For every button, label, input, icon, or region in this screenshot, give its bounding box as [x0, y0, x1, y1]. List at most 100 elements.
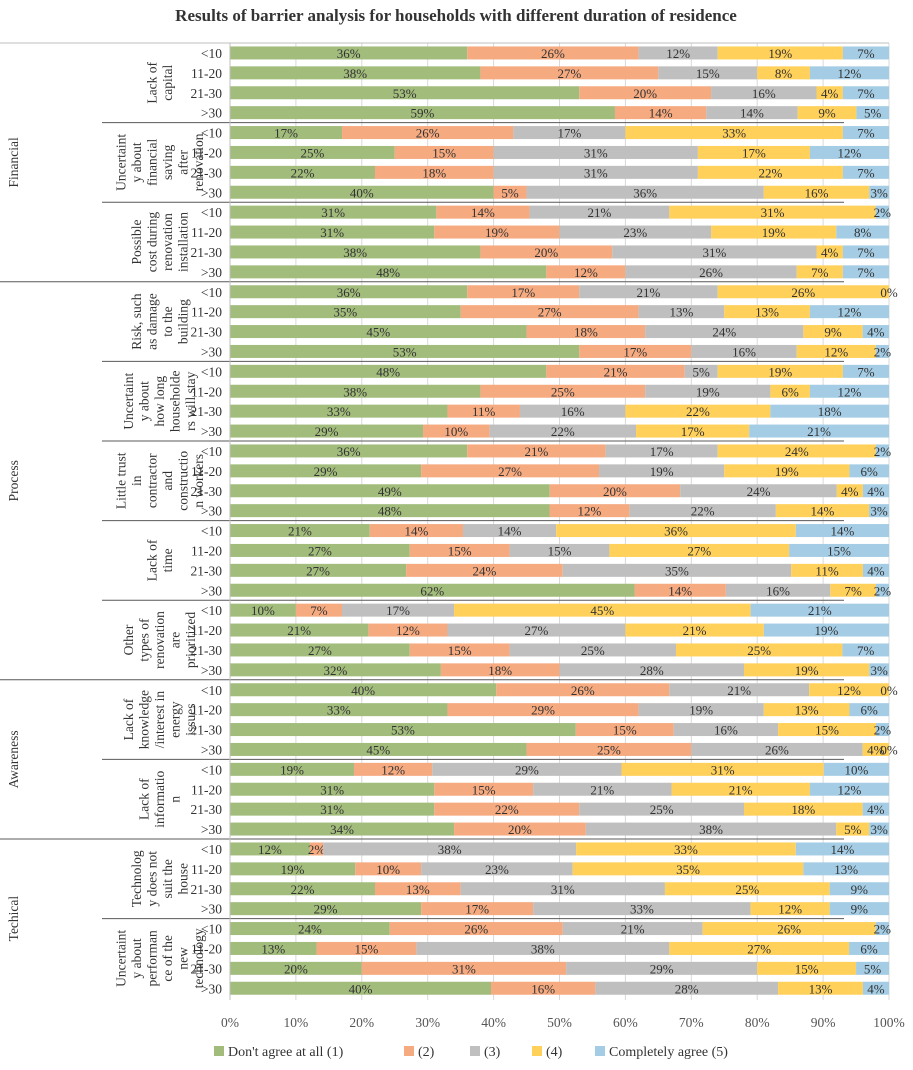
bar-data-label: 17% [511, 285, 535, 300]
bar-segment [842, 245, 889, 259]
bar-segment [230, 842, 310, 856]
bar-data-label: 18% [422, 165, 446, 180]
bar-segment [875, 205, 889, 219]
barrier-label-line: to the [160, 306, 175, 336]
bar-segment [432, 762, 622, 776]
x-tick-label: 10% [284, 1015, 309, 1030]
category-label: >30 [201, 185, 222, 200]
bar-data-label: 10% [844, 762, 868, 777]
barrier-label-line: time [160, 548, 175, 572]
bar-data-label: 12% [381, 762, 405, 777]
bar-data-label: 12% [778, 902, 802, 917]
bar-segment [717, 285, 889, 299]
bar-data-label: 20% [633, 86, 657, 101]
bar-data-label: 19% [775, 464, 799, 479]
bar-data-label: 12% [396, 623, 420, 638]
bar-data-label: 26% [699, 265, 723, 280]
barrier-label-line: Other [121, 624, 136, 655]
bar-segment [599, 464, 725, 478]
barrier-label-line: renovation [152, 611, 167, 669]
category-label: 11-20 [191, 862, 222, 877]
bar-segment [875, 444, 889, 458]
bar-segment [856, 961, 889, 975]
bar-data-label: 12% [258, 842, 282, 857]
barrier-label-line: house [175, 863, 190, 895]
bar-data-label: 15% [448, 543, 472, 558]
bar-data-label: 21% [288, 524, 312, 539]
bar-data-label: 17% [650, 444, 674, 459]
bar-segment [230, 762, 354, 776]
bar-data-label: 22% [291, 165, 315, 180]
bar-data-label: 21% [729, 782, 753, 797]
bar-segment [579, 285, 718, 299]
bar-data-label: 22% [291, 882, 315, 897]
bar-data-label: 24% [473, 563, 497, 578]
bar-segment [803, 325, 863, 339]
bar-data-label: 7% [811, 265, 829, 280]
bar-data-label: 4% [867, 325, 885, 340]
bar-data-label: 4% [867, 484, 885, 499]
bar-segment [230, 265, 547, 279]
x-tick-label: 60% [613, 1015, 638, 1030]
bar-data-label: 14% [498, 524, 522, 539]
barrier-label-line: /interest in [152, 691, 167, 749]
chart-title: Results of barrier analysis for househol… [175, 6, 737, 25]
bar-segment [836, 822, 870, 836]
bar-data-label: 21% [807, 424, 831, 439]
category-label: >30 [201, 344, 222, 359]
bar-data-label: 26% [541, 46, 565, 61]
bar-segment [697, 165, 843, 179]
bar-segment [849, 703, 889, 717]
bar-data-label: 13% [795, 703, 819, 718]
bar-segment [869, 504, 889, 518]
bar-segment [625, 623, 764, 637]
bar-data-label: 7% [857, 245, 875, 260]
bar-data-label: 19% [795, 663, 819, 678]
bar-data-label: 14% [404, 524, 428, 539]
bar-segment [789, 543, 889, 557]
bar-segment [625, 265, 797, 279]
bar-segment [374, 882, 461, 896]
bar-data-label: 25% [735, 882, 759, 897]
bar-segment [605, 444, 718, 458]
bar-data-label: 7% [310, 603, 328, 618]
bar-data-label: 19% [280, 762, 304, 777]
bar-segment [368, 623, 448, 637]
bar-data-label: 13% [406, 882, 430, 897]
bar-segment [809, 683, 889, 697]
bar-data-label: 29% [314, 464, 338, 479]
bar-data-label: 16% [714, 723, 738, 738]
bar-segment [609, 543, 790, 557]
bar-data-label: 25% [581, 643, 605, 658]
category-label: 11-20 [191, 305, 222, 320]
bar-data-label: 5% [693, 364, 711, 379]
bar-segment [529, 205, 670, 219]
bar-segment [447, 703, 639, 717]
bar-data-label: 35% [665, 563, 689, 578]
bar-segment [421, 862, 573, 876]
bar-data-label: 19% [768, 46, 792, 61]
bar-data-label: 6% [781, 384, 799, 399]
bar-data-label: 45% [590, 603, 614, 618]
bar-data-label: 21% [637, 285, 661, 300]
category-label: 21-30 [191, 563, 223, 578]
barrier-label-line: rs will stay [183, 371, 198, 430]
bar-segment [750, 902, 830, 916]
bar-data-label: 31% [321, 205, 345, 220]
bar-segment [230, 484, 550, 498]
bar-segment [645, 325, 804, 339]
bar-data-label: 31% [761, 205, 785, 220]
bar-segment [230, 305, 461, 319]
bar-segment [454, 822, 586, 836]
bar-data-label: 38% [531, 941, 555, 956]
bar-data-label: 9% [851, 882, 869, 897]
bar-segment [369, 524, 463, 538]
bar-data-label: 16% [766, 583, 790, 598]
category-label: <10 [201, 762, 222, 777]
bar-segment [454, 603, 751, 617]
bar-data-label: 33% [327, 703, 351, 718]
bar-data-label: 36% [337, 46, 361, 61]
bar-data-label: 8% [775, 66, 793, 81]
bar-segment [778, 723, 876, 737]
